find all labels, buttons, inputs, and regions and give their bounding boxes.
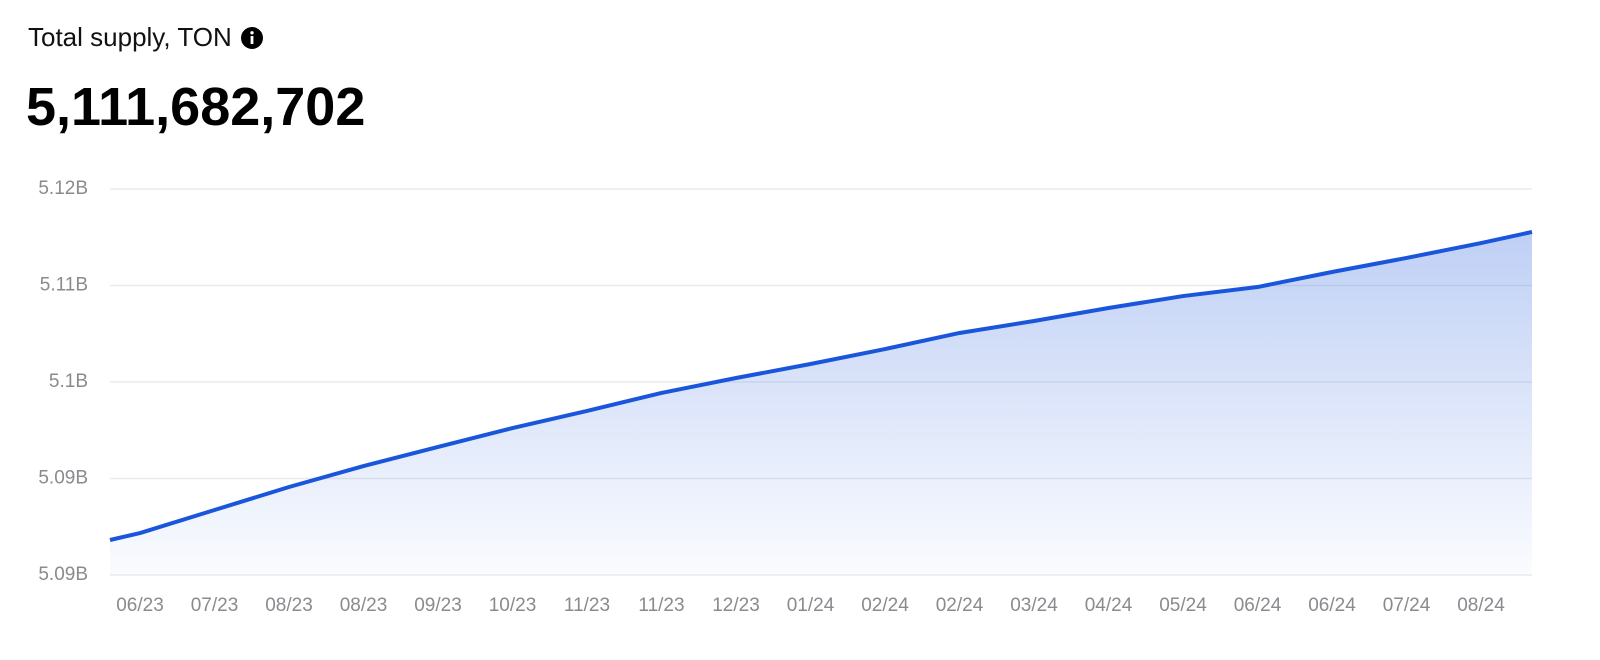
header: Total supply, TON <box>28 22 264 53</box>
x-tick-label: 06/23 <box>116 595 164 616</box>
x-tick-label: 04/24 <box>1085 595 1133 616</box>
x-tick-label: 09/23 <box>414 595 462 616</box>
y-tick-label: 5.12B <box>38 178 88 199</box>
info-icon[interactable] <box>240 26 264 50</box>
x-tick-label: 02/24 <box>861 595 909 616</box>
line <box>109 230 1533 542</box>
x-tick-label: 08/23 <box>340 595 388 616</box>
x-tick-label: 08/23 <box>265 595 313 616</box>
x-tick-label: 11/23 <box>564 595 610 616</box>
x-tick-label: 06/24 <box>1308 595 1356 616</box>
x-tick-label: 05/24 <box>1159 595 1207 616</box>
x-tick-label: 08/24 <box>1457 595 1505 616</box>
area <box>110 231 1532 575</box>
y-tick-label: 5.11B <box>40 275 88 296</box>
total-value: 5,111,682,702 <box>26 77 366 137</box>
y-tick-label: 5.09B <box>38 564 88 585</box>
x-tick-label: 03/24 <box>1010 595 1058 616</box>
x-tick-label: 12/23 <box>712 595 760 616</box>
x-tick-label: 11/23 <box>638 595 684 616</box>
y-tick-label: 5.1B <box>49 371 88 392</box>
x-tick-label: 02/24 <box>936 595 984 616</box>
x-tick-label: 06/24 <box>1234 595 1282 616</box>
x-tick-label: 07/24 <box>1383 595 1431 616</box>
x-tick-label: 01/24 <box>787 595 835 616</box>
x-tick-label: 07/23 <box>191 595 239 616</box>
title: Total supply, TON <box>28 22 232 52</box>
x-tick-label: 10/23 <box>489 595 537 616</box>
y-tick-label: 5.09B <box>38 468 88 489</box>
